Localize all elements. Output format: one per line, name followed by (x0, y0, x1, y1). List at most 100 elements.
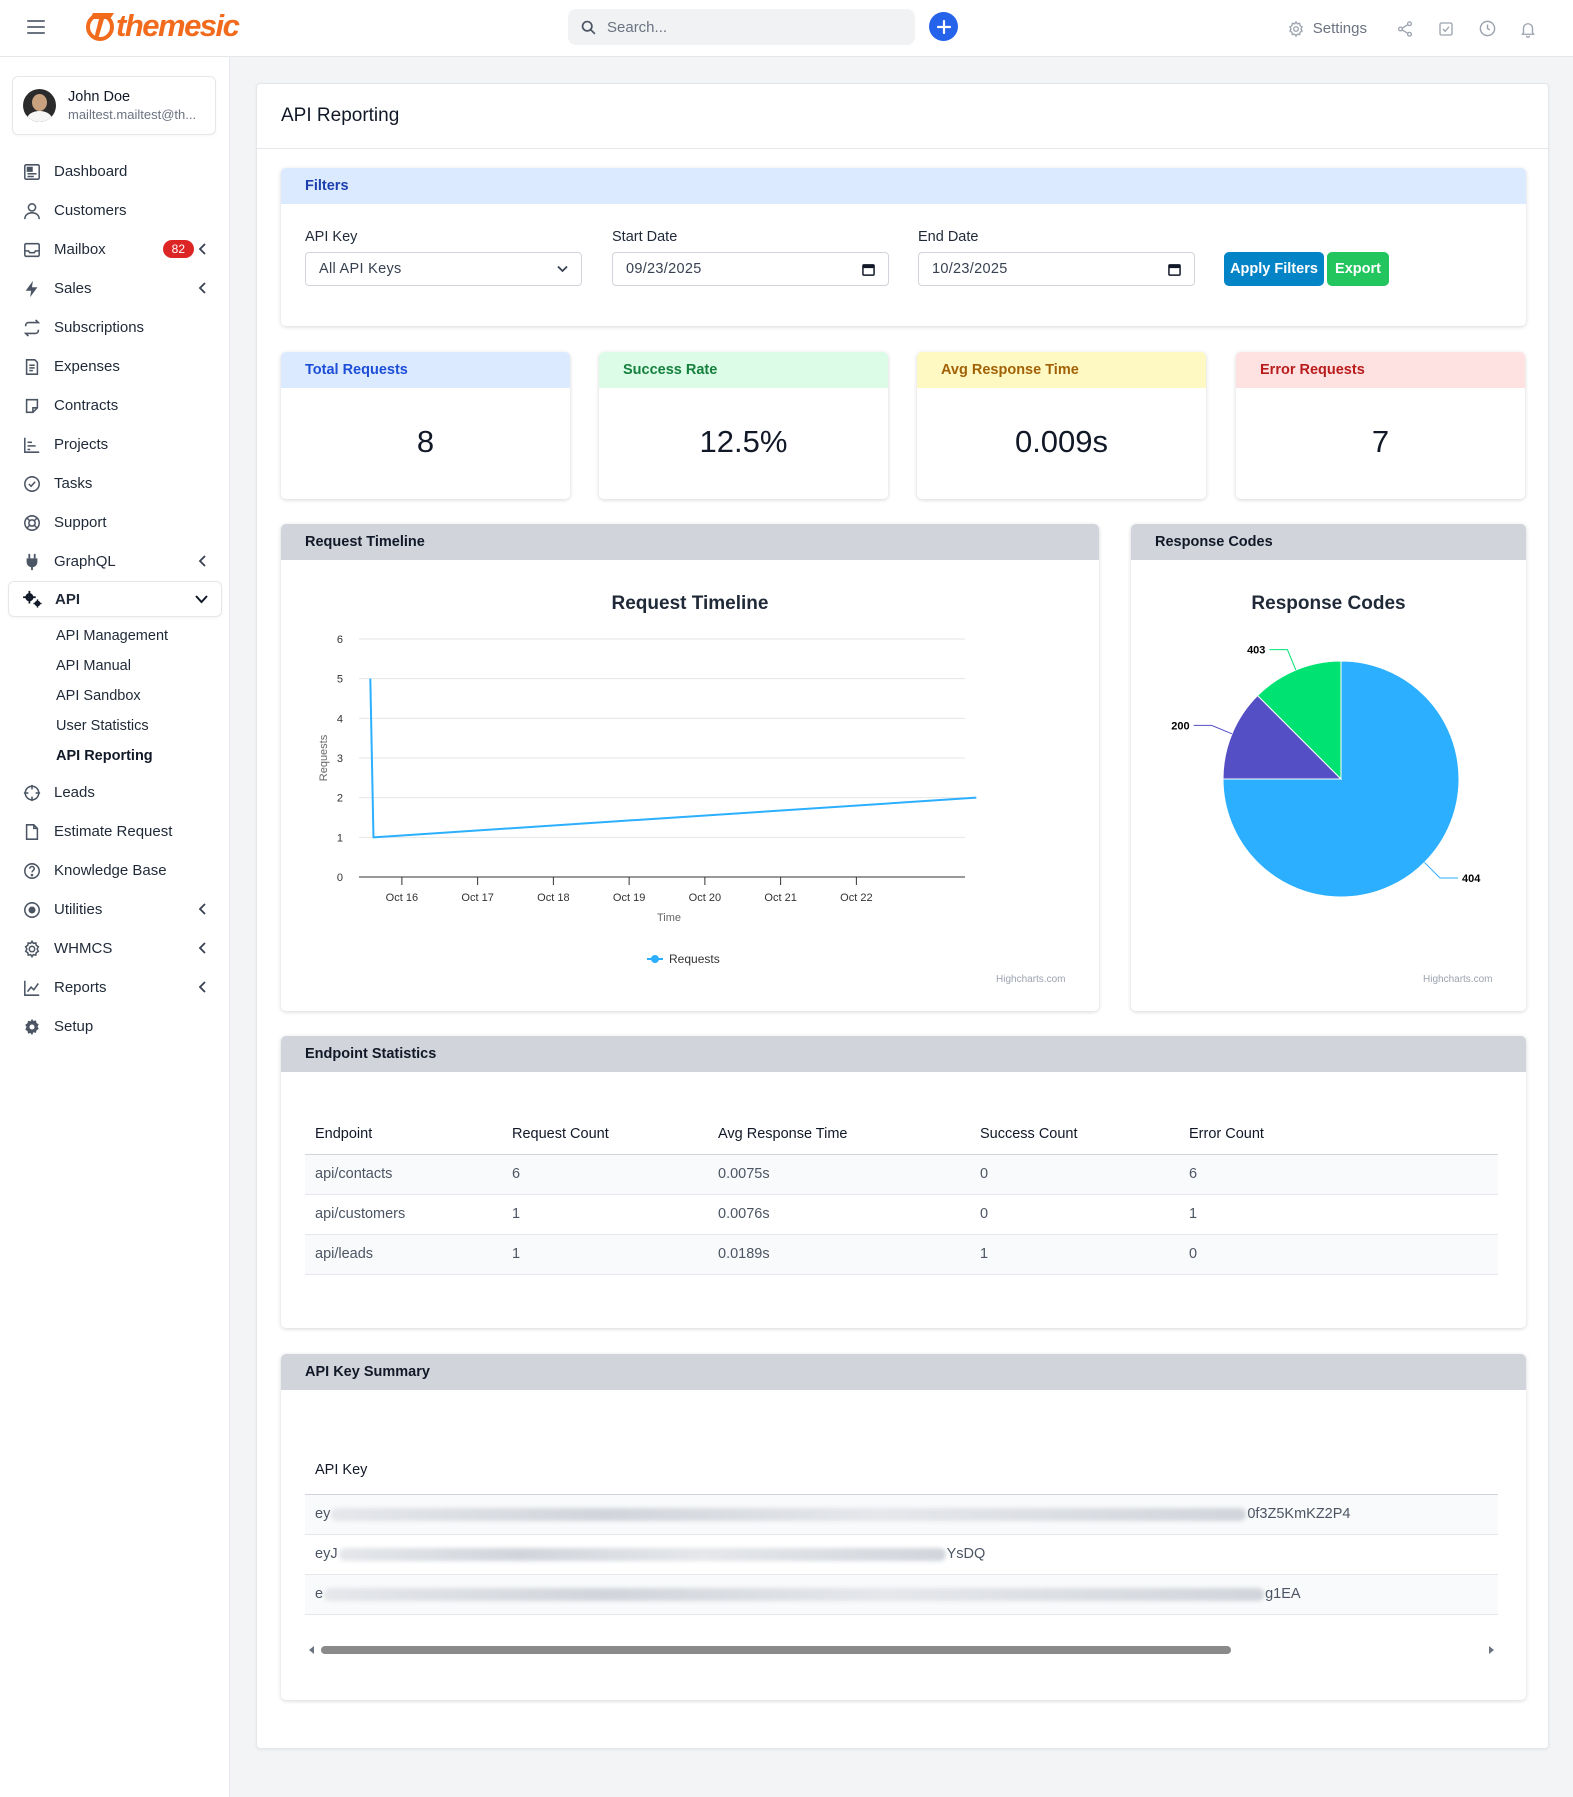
brand-logo[interactable]: themesic (84, 8, 240, 44)
table-cell: 0 (970, 1194, 1179, 1235)
api-key-select-value: All API Keys (319, 261, 402, 277)
sidebar-item-label: Subscriptions (54, 319, 145, 336)
legend-marker (651, 955, 659, 963)
x-axis-title: Time (657, 912, 681, 924)
stat-label: Success Rate (599, 352, 888, 388)
chevron-left-icon (198, 903, 206, 915)
sidebar-item-sales[interactable]: Sales (0, 269, 230, 308)
submenu-item-api-reporting[interactable]: API Reporting (56, 748, 153, 764)
x-tick-label: Oct 17 (461, 892, 493, 904)
quick-create-button[interactable] (929, 12, 958, 41)
legend-label: Requests (669, 952, 720, 966)
api-key-prefix: ey (315, 1506, 331, 1522)
chevron-left-icon (198, 981, 206, 993)
sidebar-item-mailbox[interactable]: Mailbox 82 (0, 230, 230, 269)
receipt-icon (22, 357, 42, 377)
sidebar-item-label: Support (54, 514, 107, 531)
tasks-check-icon[interactable] (1436, 19, 1456, 39)
pie-slice (1222, 694, 1343, 780)
column-header[interactable]: Request Count (502, 1114, 708, 1155)
calendar-icon[interactable] (1168, 263, 1181, 276)
submenu-item-api-sandbox[interactable]: API Sandbox (56, 688, 141, 704)
scroll-left-arrow-icon[interactable] (309, 1646, 314, 1654)
submenu-item-api-management[interactable]: API Management (56, 628, 169, 644)
sidebar-item-tasks[interactable]: Tasks (0, 464, 230, 503)
api-key-suffix: YsDQ (946, 1546, 986, 1562)
start-date-label: Start Date (612, 229, 678, 245)
sidebar-item-graphql[interactable]: GraphQL (0, 542, 230, 581)
bolt-icon (22, 279, 42, 299)
filters-card: Filters API Key All API Keys Start Date … (281, 168, 1526, 326)
top-bar: themesic Settings (0, 0, 1573, 57)
chart-credit[interactable]: Highcharts.com (996, 974, 1066, 985)
column-header[interactable]: API Key (305, 1446, 1498, 1495)
line-chart-icon (22, 978, 42, 998)
top-actions: Settings (1287, 0, 1573, 57)
contract-icon (22, 396, 42, 416)
scrollbar-thumb[interactable] (321, 1646, 1231, 1654)
apply-filters-button[interactable]: Apply Filters (1224, 252, 1324, 286)
submenu-item-api-manual[interactable]: API Manual (56, 658, 131, 674)
column-header[interactable]: Avg Response Time (708, 1114, 970, 1155)
table-header-row: Endpoint Request Count Avg Response Time… (305, 1114, 1498, 1155)
sidebar-item-label: WHMCS (54, 940, 113, 957)
table-header-row: API Key (305, 1446, 1498, 1495)
sidebar-item-knowledge-base[interactable]: Knowledge Base (0, 851, 230, 890)
sidebar-item-api[interactable]: API (8, 581, 222, 617)
sidebar-item-reports[interactable]: Reports (0, 968, 230, 1007)
share-icon[interactable] (1395, 19, 1415, 39)
y-tick-label: 3 (337, 753, 343, 765)
horizontal-scrollbar[interactable] (305, 1642, 1498, 1658)
calendar-icon[interactable] (862, 263, 875, 276)
settings-label: Settings (1312, 20, 1367, 37)
y-tick-label: 0 (337, 872, 343, 884)
scroll-right-arrow-icon[interactable] (1489, 1646, 1494, 1654)
user-profile-card[interactable]: John Doe mailtest.mailtest@th... (12, 76, 216, 135)
sidebar-item-whmcs[interactable]: WHMCS (0, 929, 230, 968)
sidebar-item-projects[interactable]: Projects (0, 425, 230, 464)
sidebar-item-leads[interactable]: Leads (0, 773, 230, 812)
column-header[interactable]: Endpoint (305, 1114, 502, 1155)
user-icon (22, 201, 42, 221)
stat-label: Total Requests (281, 352, 570, 388)
sidebar-item-support[interactable]: Support (0, 503, 230, 542)
sidebar-item-expenses[interactable]: Expenses (0, 347, 230, 386)
api-key-cell: ey 0f3Z5KmKZ2P4 (305, 1494, 1498, 1535)
column-header[interactable]: Success Count (970, 1114, 1179, 1155)
stat-card-avg-response-time: Avg Response Time 0.009s (917, 352, 1206, 499)
x-tick-label: Oct 18 (537, 892, 569, 904)
end-date-input[interactable]: 10/23/2025 (918, 252, 1195, 286)
chart-credit[interactable]: Highcharts.com (1423, 974, 1493, 985)
api-key-select[interactable]: All API Keys (305, 252, 582, 286)
y-tick-label: 2 (337, 793, 343, 805)
menu-toggle-icon[interactable] (27, 20, 45, 34)
bell-icon[interactable] (1518, 19, 1538, 39)
column-header[interactable]: Error Count (1179, 1114, 1498, 1155)
sidebar-item-dashboard[interactable]: Dashboard (0, 152, 230, 191)
data-label: 403 (1247, 645, 1265, 657)
sidebar-item-estimate-request[interactable]: Estimate Request (0, 812, 230, 851)
table-cell: 0.0075s (708, 1154, 970, 1195)
data-label-connector (1269, 649, 1297, 671)
sidebar-item-utilities[interactable]: Utilities (0, 890, 230, 929)
start-date-value: 09/23/2025 (626, 261, 702, 277)
clock-icon[interactable] (1477, 19, 1497, 39)
export-button[interactable]: Export (1327, 252, 1389, 286)
api-submenu: API Management API Manual API Sandbox Us… (0, 617, 230, 773)
sidebar-item-label: Utilities (54, 901, 103, 918)
sidebar-item-subscriptions[interactable]: Subscriptions (0, 308, 230, 347)
settings-link[interactable]: Settings (1287, 20, 1367, 38)
search-input[interactable] (607, 18, 897, 36)
sidebar-item-contracts[interactable]: Contracts (0, 386, 230, 425)
response-codes-card: Response Codes Response Codes 404 200 403 … (1131, 524, 1526, 1011)
sidebar-item-label: GraphQL (54, 553, 116, 570)
sidebar-nav: Dashboard Customers Mailbox 82 Sales Sub… (0, 152, 230, 1046)
submenu-item-user-statistics[interactable]: User Statistics (56, 718, 149, 734)
stat-label: Avg Response Time (917, 352, 1206, 388)
crosshair-icon (22, 783, 42, 803)
plus-icon (936, 19, 951, 34)
sidebar-item-customers[interactable]: Customers (0, 191, 230, 230)
table-cell: 0 (970, 1154, 1179, 1195)
start-date-input[interactable]: 09/23/2025 (612, 252, 889, 286)
sidebar-item-setup[interactable]: Setup (0, 1007, 230, 1046)
